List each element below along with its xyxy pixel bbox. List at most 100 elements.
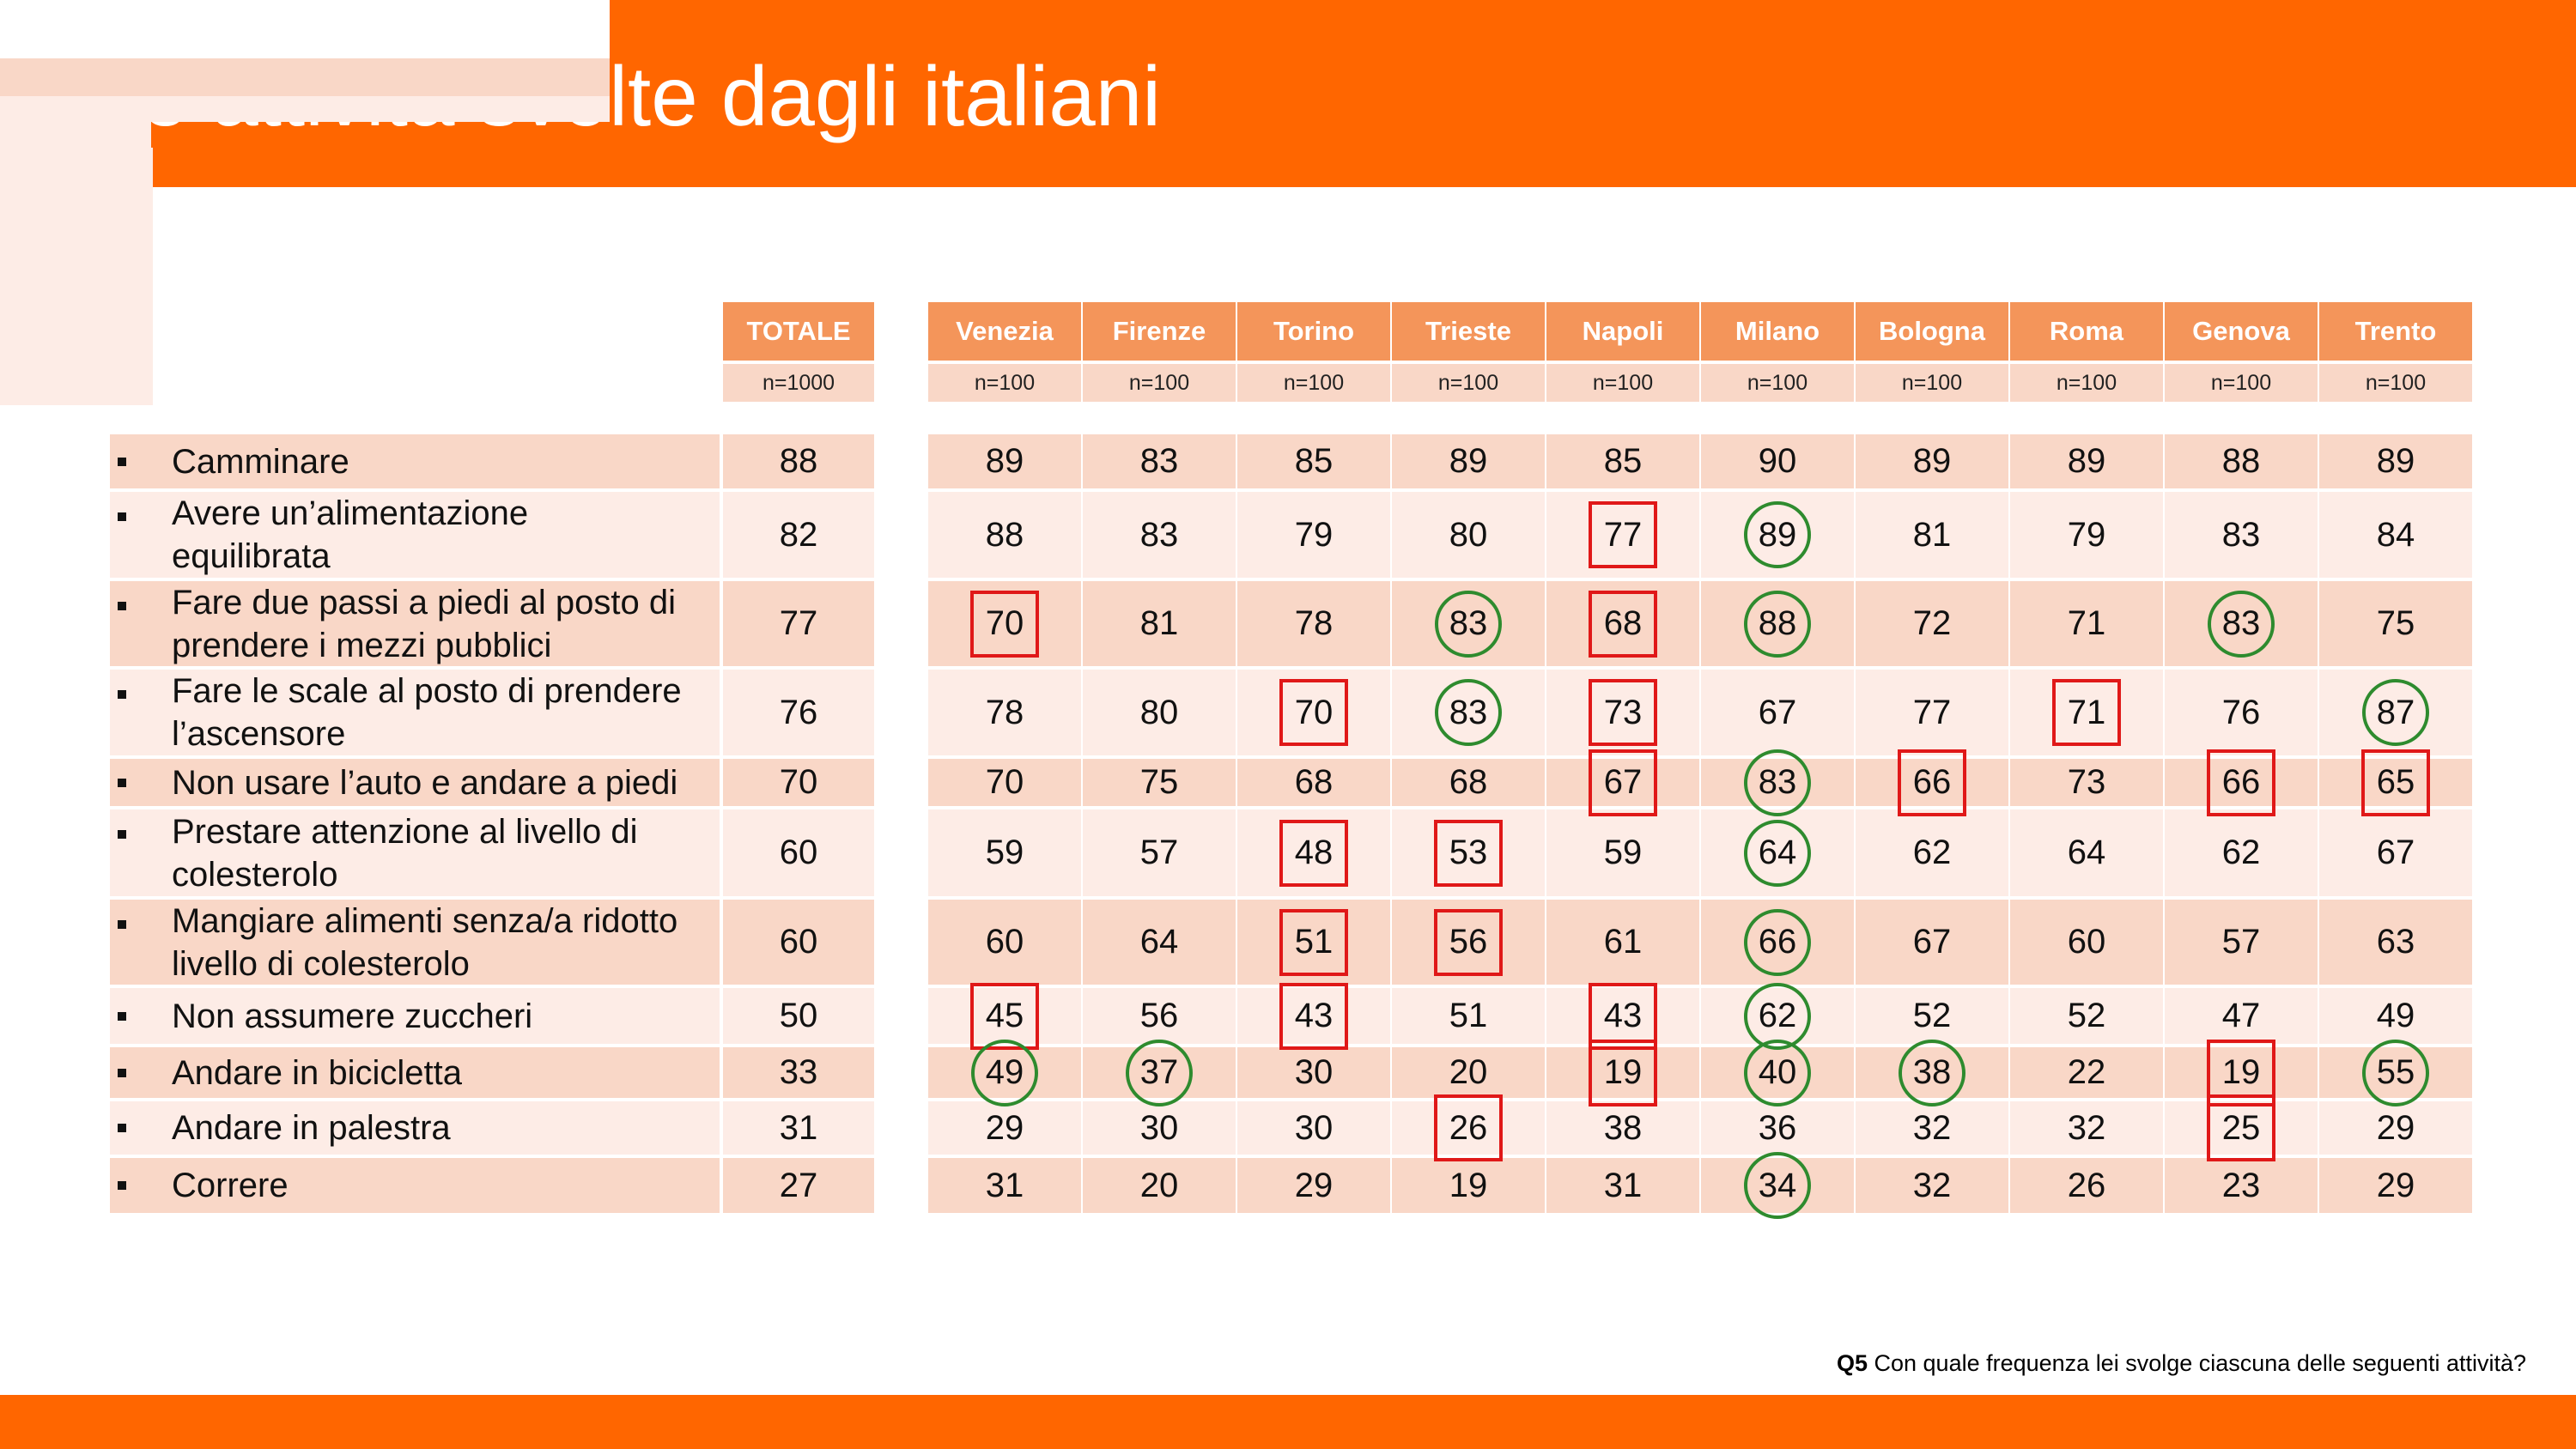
city-value: 64	[2010, 809, 2163, 896]
spacer-row-city	[0, 354, 153, 379]
city-value: 85	[1237, 434, 1390, 488]
activity-label-line: l’ascensore	[172, 715, 346, 753]
activity-label-line: Andare in bicicletta	[172, 1053, 462, 1092]
city-value: 83	[2165, 581, 2318, 666]
city-value: 70	[1237, 670, 1390, 755]
city-value: 22	[2010, 1047, 2163, 1098]
spacer-row-city	[0, 199, 153, 225]
city-value: 19	[1546, 1047, 1699, 1098]
activity-label: Non usare l’auto e andare a piedi	[110, 759, 720, 806]
header-city: Roma	[2010, 302, 2163, 361]
city-value: 25	[2165, 1101, 2318, 1155]
city-value: 38	[1546, 1101, 1699, 1155]
spacer-row-city	[0, 302, 153, 328]
bullet-icon	[118, 1124, 126, 1132]
city-value: 52	[2010, 988, 2163, 1044]
city-value: 66	[1701, 900, 1854, 985]
activity-label: Non assumere zuccheri	[110, 988, 720, 1044]
city-value: 70	[928, 581, 1081, 666]
n-city: n=100	[1856, 364, 2008, 402]
city-value: 67	[1701, 670, 1854, 755]
city-value: 51	[1237, 900, 1390, 985]
activity-label-text: Mangiare alimenti senza/a ridotto livello…	[172, 900, 677, 985]
city-value: 29	[2319, 1158, 2472, 1213]
city-value: 62	[2165, 809, 2318, 896]
city-value: 67	[1856, 900, 2008, 985]
n-city: n=100	[928, 364, 1081, 402]
bullet-icon	[118, 1012, 126, 1021]
city-value: 67	[1546, 759, 1699, 806]
activity-label-line: equilibrata	[172, 537, 331, 575]
city-value: 20	[1083, 1158, 1236, 1213]
city-value: 89	[2010, 434, 2163, 488]
activity-label-line: Prestare attenzione al livello di	[172, 812, 638, 851]
city-value: 31	[928, 1158, 1081, 1213]
city-value: 20	[1392, 1047, 1545, 1098]
city-value: 66	[2165, 759, 2318, 806]
n-city: n=100	[2010, 364, 2163, 402]
city-value: 81	[1856, 492, 2008, 578]
city-value: 51	[1392, 988, 1545, 1044]
activity-label: Fare le scale al posto di prendere l’asce…	[110, 670, 720, 755]
activity-label-line: livello di colesterolo	[172, 944, 470, 983]
city-value: 79	[1237, 492, 1390, 578]
total-value: 50	[723, 988, 874, 1044]
city-value: 19	[2165, 1047, 2318, 1098]
city-value: 89	[928, 434, 1081, 488]
total-value: 31	[723, 1101, 874, 1155]
n-total: n=1000	[723, 364, 874, 402]
city-value: 19	[1392, 1158, 1545, 1213]
city-value: 79	[2010, 492, 2163, 578]
header-city: Torino	[1237, 302, 1390, 361]
n-city: n=100	[1546, 364, 1699, 402]
total-value: 88	[723, 434, 874, 488]
activity-label-line: Fare le scale al posto di prendere	[172, 672, 682, 710]
activity-label: Andare in palestra	[110, 1101, 720, 1155]
activity-label-line: Mangiare alimenti senza/a ridotto	[172, 901, 678, 940]
bullet-icon	[118, 830, 126, 839]
city-value: 90	[1701, 434, 1854, 488]
n-city: n=100	[1237, 364, 1390, 402]
city-value: 34	[1701, 1158, 1854, 1213]
city-value: 68	[1546, 581, 1699, 666]
city-value: 48	[1237, 809, 1390, 896]
city-value: 32	[2010, 1101, 2163, 1155]
city-value: 32	[1856, 1158, 2008, 1213]
header-city: Napoli	[1546, 302, 1699, 361]
city-value: 81	[1083, 581, 1236, 666]
spacer-row-city	[0, 251, 153, 276]
city-value: 78	[928, 670, 1081, 755]
city-value: 49	[2319, 988, 2472, 1044]
city-value: 89	[1856, 434, 2008, 488]
total-value: 77	[723, 581, 874, 666]
city-value: 49	[928, 1047, 1081, 1098]
city-value: 40	[1701, 1047, 1854, 1098]
n-city: n=100	[2319, 364, 2472, 402]
city-value: 83	[2165, 492, 2318, 578]
total-value: 33	[723, 1047, 874, 1098]
header-city: Venezia	[928, 302, 1081, 361]
city-value: 30	[1237, 1047, 1390, 1098]
header-city: Bologna	[1856, 302, 2008, 361]
spacer-row-city	[0, 276, 153, 302]
bullet-icon	[118, 602, 126, 610]
city-value: 83	[1701, 759, 1854, 806]
bullet-icon	[118, 458, 126, 466]
city-value: 83	[1083, 434, 1236, 488]
city-value: 29	[1237, 1158, 1390, 1213]
activity-label-line: colesterolo	[172, 855, 338, 894]
activity-label: Fare due passi a piedi al posto di prende…	[110, 581, 720, 666]
city-value: 52	[1856, 988, 2008, 1044]
n-city: n=100	[1701, 364, 1854, 402]
city-value: 38	[1856, 1047, 2008, 1098]
city-value: 60	[2010, 900, 2163, 985]
city-value: 84	[2319, 492, 2472, 578]
city-value: 37	[1083, 1047, 1236, 1098]
footnote-code: Q5	[1836, 1350, 1868, 1376]
city-value: 77	[1856, 670, 2008, 755]
footnote-text: Con quale frequenza lei svolge ciascuna …	[1874, 1350, 2527, 1376]
activity-label: Avere un’alimentazione equilibrata	[110, 492, 720, 578]
city-value: 56	[1392, 900, 1545, 985]
activity-label-text: Prestare attenzione al livello di coleste…	[172, 810, 638, 896]
city-value: 55	[2319, 1047, 2472, 1098]
